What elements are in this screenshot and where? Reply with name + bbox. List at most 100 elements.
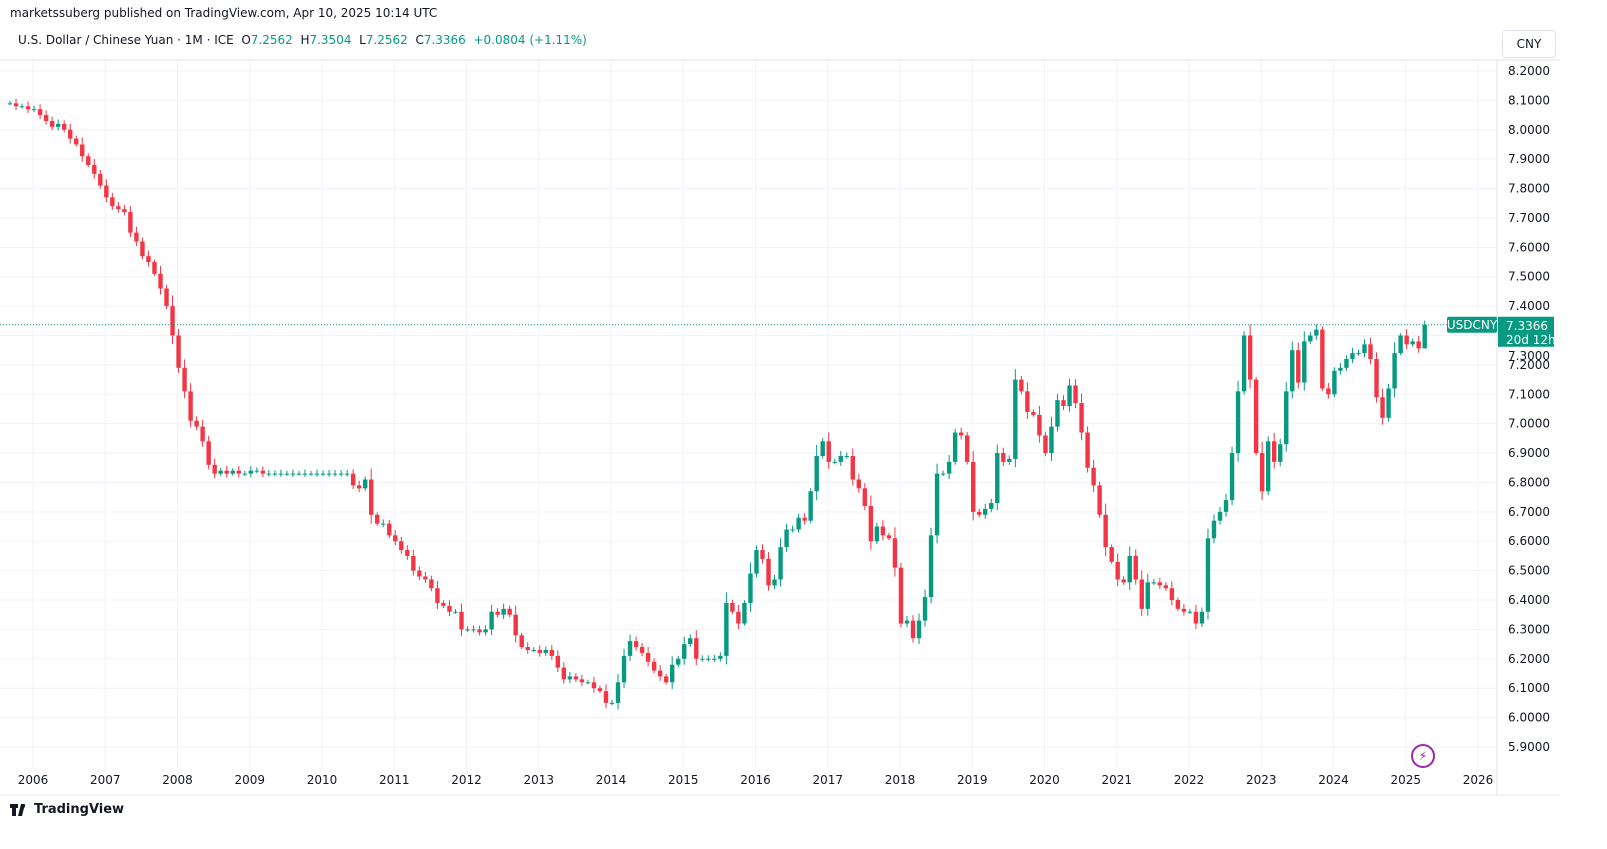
candle	[1241, 331, 1247, 395]
y-tick-label: 7.1000	[1508, 387, 1550, 401]
currency-button[interactable]: CNY	[1502, 30, 1556, 58]
candle	[146, 250, 151, 267]
candle-body	[531, 649, 536, 651]
candle-body	[272, 473, 278, 475]
candle	[320, 470, 326, 477]
candle-body	[290, 473, 296, 475]
candle	[952, 428, 958, 465]
last-price-tag	[1498, 316, 1554, 347]
candle-body	[146, 256, 151, 263]
candle	[423, 572, 428, 584]
candle	[1109, 544, 1114, 565]
candle-body	[381, 523, 386, 525]
candle	[92, 158, 97, 179]
candle	[778, 538, 783, 587]
candle	[688, 634, 693, 648]
candle-body	[326, 473, 332, 475]
candle-body	[338, 473, 344, 475]
candle	[122, 204, 127, 216]
candle-body	[543, 649, 548, 653]
y-tick-label: 5.9000	[1508, 740, 1550, 754]
candle	[1175, 597, 1181, 611]
y-tick-label: 6.4000	[1508, 593, 1550, 607]
y-tick-label: 7.7000	[1508, 211, 1550, 225]
candle-body	[1151, 582, 1156, 584]
candle	[441, 600, 446, 609]
candle-body	[1368, 344, 1373, 360]
candle-body	[134, 232, 139, 242]
candle	[1338, 363, 1343, 375]
candle-body	[170, 306, 175, 336]
logo-text: TradingView	[34, 802, 125, 817]
open-label: O	[241, 33, 251, 47]
candle-body	[80, 144, 85, 157]
candle-body	[706, 658, 711, 660]
candle	[934, 463, 940, 544]
candle-body	[796, 517, 801, 530]
candle	[989, 498, 994, 513]
candle	[465, 626, 470, 632]
candle-body	[880, 526, 886, 536]
candle-body	[1314, 329, 1319, 336]
candle	[555, 650, 561, 673]
candle	[260, 466, 266, 478]
candle	[25, 101, 31, 113]
candle-body	[308, 473, 314, 475]
tradingview-logo[interactable]: TradingView	[10, 802, 124, 817]
candle	[1320, 326, 1325, 392]
candle-body	[820, 441, 825, 457]
x-tick-label: 2013	[523, 773, 554, 787]
candle	[453, 609, 458, 614]
candle	[170, 295, 175, 345]
candle-body	[904, 620, 910, 624]
candle	[940, 470, 946, 477]
candle-body	[760, 550, 765, 559]
candle-body	[971, 461, 976, 512]
candle-body	[778, 547, 783, 580]
candle-body	[977, 511, 982, 515]
candle	[531, 647, 536, 653]
candle-body	[212, 464, 217, 474]
symbol-title[interactable]: U.S. Dollar / Chinese Yuan · 1M · ICE	[18, 33, 234, 47]
candle-body	[1163, 585, 1169, 589]
candle-body	[718, 655, 723, 659]
candle	[116, 202, 121, 213]
candle	[928, 527, 934, 604]
change-value: +0.0804 (+1.11%)	[473, 33, 587, 47]
candle-body	[1229, 453, 1235, 501]
candle	[1247, 324, 1253, 389]
x-tick-label: 2015	[668, 773, 699, 787]
candle	[573, 673, 579, 683]
candle	[284, 470, 290, 476]
low-value: 7.2562	[365, 33, 408, 47]
candle	[1278, 438, 1283, 467]
candle-body	[995, 453, 1000, 504]
y-tick-label: 7.8000	[1508, 182, 1550, 196]
candle-body	[1247, 335, 1253, 380]
y-tick-label: 7.4000	[1508, 299, 1550, 313]
lightning-icon[interactable]: ⚡	[1411, 744, 1435, 768]
candle	[591, 676, 597, 693]
candle	[447, 600, 452, 617]
candle-body	[423, 576, 428, 580]
candle-body	[567, 676, 573, 680]
candle	[513, 605, 518, 643]
candle	[1302, 331, 1307, 391]
candle-body	[61, 123, 67, 130]
candle-body	[369, 479, 374, 515]
candle-body	[856, 479, 862, 489]
candle-body	[1007, 458, 1012, 462]
candle-body	[940, 473, 946, 475]
candle	[356, 480, 362, 493]
candle	[1374, 352, 1379, 403]
candle-body	[248, 470, 253, 474]
candle-body	[19, 106, 25, 108]
x-tick-label: 2014	[596, 773, 627, 787]
candle-body	[1416, 341, 1421, 349]
candle-body	[862, 488, 868, 506]
candle	[525, 642, 530, 654]
candle	[417, 566, 422, 580]
candle-body	[13, 103, 19, 107]
candle-body	[700, 658, 705, 660]
